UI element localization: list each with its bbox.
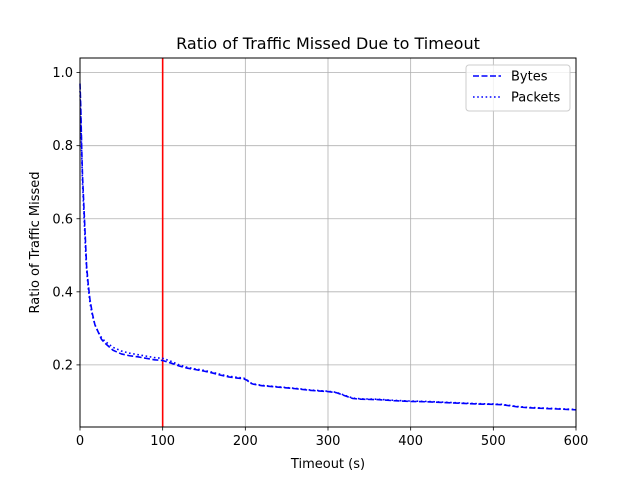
y-axis-label: Ratio of Traffic Missed bbox=[28, 172, 43, 314]
y-tick-label: 0.6 bbox=[52, 212, 73, 227]
x-axis-ticks: 0 100 200 300 400 500 600 bbox=[76, 427, 589, 449]
legend-packets-label: Packets bbox=[511, 91, 561, 106]
legend: Bytes Packets bbox=[465, 64, 571, 112]
x-tick-label: 100 bbox=[150, 434, 175, 449]
x-tick-label: 300 bbox=[316, 434, 341, 449]
y-tick-label: 1.0 bbox=[52, 66, 73, 81]
x-tick-label: 0 bbox=[76, 434, 84, 449]
series-layer bbox=[79, 83, 577, 411]
legend-bytes-label: Bytes bbox=[511, 70, 548, 85]
y-tick-label: 0.2 bbox=[52, 358, 73, 373]
x-tick-label: 400 bbox=[398, 434, 423, 449]
chart-title: Ratio of Traffic Missed Due to Timeout bbox=[176, 34, 480, 53]
y-axis-ticks: 0.2 0.4 0.6 0.8 1.0 bbox=[52, 66, 80, 373]
x-axis-label: Timeout (s) bbox=[290, 457, 365, 472]
x-tick-label: 500 bbox=[481, 434, 506, 449]
x-tick-label: 200 bbox=[233, 434, 258, 449]
y-tick-label: 0.4 bbox=[52, 285, 73, 300]
series-packets-line bbox=[79, 90, 577, 411]
x-tick-label: 600 bbox=[564, 434, 589, 449]
y-tick-label: 0.8 bbox=[52, 139, 73, 154]
